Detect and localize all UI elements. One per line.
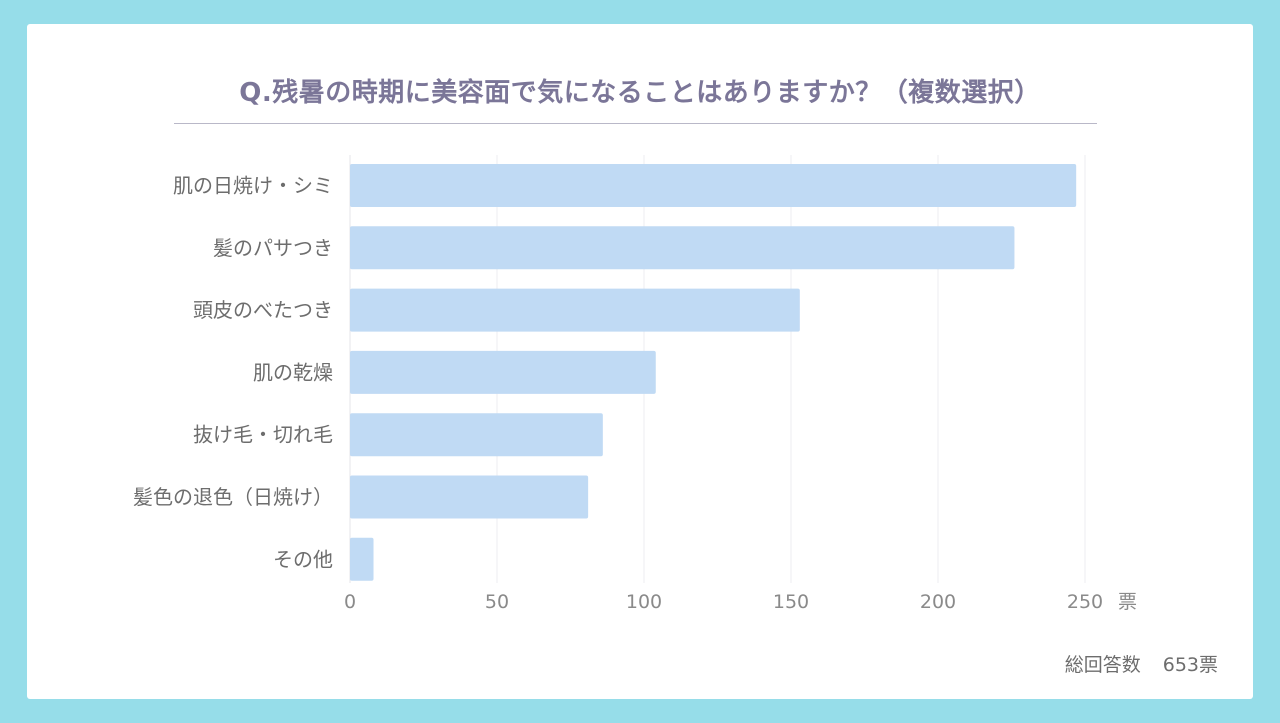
bar [350,288,800,332]
category-label: 頭皮のべたつき [193,298,333,322]
title-divider [174,123,1097,124]
bar [350,226,1015,270]
bar [350,537,374,581]
x-tick-label: 0 [344,591,356,613]
x-tick-label: 200 [920,591,956,613]
category-label: 肌の日焼け・シミ [173,174,333,198]
total-responses: 総回答数 653票 [1065,650,1218,677]
category-label: 髪のパサつき [213,236,333,260]
category-label: 髪色の退色（日焼け） [133,485,333,509]
category-label: 肌の乾燥 [253,360,333,384]
bar [350,475,589,519]
bar [350,164,1077,207]
chart-title: Q.残暑の時期に美容面で気になることはありますか？（複数選択） [239,78,1041,108]
x-tick-label: 50 [485,591,509,613]
x-tick-label: 150 [773,591,809,613]
total-value: 653票 [1162,654,1218,676]
x-tick-label: 250 [1067,591,1103,613]
x-tick-label: 100 [626,591,662,613]
x-axis-unit-label: 票 [1118,591,1137,613]
bar [350,413,603,457]
category-label: 抜け毛・切れ毛 [193,423,333,447]
total-label: 総回答数 [1064,654,1141,676]
bar [350,350,656,394]
category-label: その他 [273,547,333,571]
